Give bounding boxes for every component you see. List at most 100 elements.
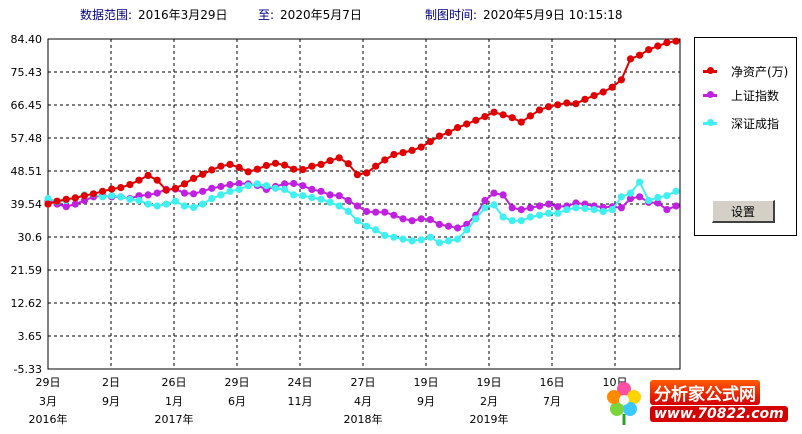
series-net-assets-point xyxy=(144,171,152,179)
x-tick-label-month: 4月 xyxy=(354,395,372,408)
series-net-assets-point xyxy=(535,106,544,114)
x-tick-label-day: 29日 xyxy=(36,376,61,389)
series-net-assets-point xyxy=(344,160,352,168)
watermark-title: 分析家公式网 xyxy=(650,380,760,405)
x-tick-label-year: 2018年 xyxy=(344,412,383,426)
y-tick-label: 75.43 xyxy=(11,66,43,79)
series-net-assets-point xyxy=(71,194,79,202)
series-net-assets-point xyxy=(44,200,52,208)
series-shenzhen-index-point xyxy=(290,191,298,199)
series-shenzhen-index-point xyxy=(135,196,143,205)
series-shenzhen-index-point xyxy=(335,202,343,210)
series-net-assets-point xyxy=(190,174,198,182)
series-net-assets-point xyxy=(117,184,125,192)
series-shanghai-index-point xyxy=(299,182,307,190)
series-shenzhen-index-point xyxy=(554,209,562,217)
x-tick-label-year: 2017年 xyxy=(155,412,194,426)
series-net-assets-point xyxy=(563,99,571,107)
series-net-assets-point xyxy=(253,165,261,173)
series-shanghai-index-point xyxy=(517,206,525,214)
series-shenzhen-index-point xyxy=(535,211,544,219)
series-net-assets-point xyxy=(244,168,252,176)
series-shenzhen-index-point xyxy=(144,200,152,208)
x-tick-label-month: 3月 xyxy=(39,395,57,408)
series-net-assets-point xyxy=(108,185,116,193)
x-tick-label-year: 2016年 xyxy=(29,412,68,426)
series-shenzhen-index-point xyxy=(590,206,598,214)
series-net-assets-point xyxy=(126,181,134,189)
series-shanghai-index-point xyxy=(153,189,161,197)
series-net-assets-point xyxy=(99,187,107,195)
series-shanghai-index-point xyxy=(499,191,507,199)
series-shenzhen-index-point xyxy=(463,226,471,234)
data-range-to-label: 至: xyxy=(258,8,275,22)
series-net-assets-point xyxy=(435,132,443,140)
series-shanghai-index-point xyxy=(417,215,425,223)
series-shanghai-index-point xyxy=(408,217,416,225)
series-net-assets-point xyxy=(80,192,88,200)
series-shanghai-index-point xyxy=(199,187,207,195)
series-shenzhen-index-point xyxy=(226,187,234,195)
series-net-assets-point xyxy=(645,46,653,54)
series-shanghai-index-point xyxy=(180,189,189,197)
series-shenzhen-index-point xyxy=(372,226,380,234)
series-shanghai-index-point xyxy=(208,184,216,192)
series-shanghai-index-point xyxy=(381,208,389,216)
series-net-assets-point xyxy=(299,166,307,174)
y-tick-label: 12.62 xyxy=(11,297,43,310)
series-shenzhen-index-point xyxy=(526,213,535,221)
data-range-end-value: 2020年5月7日 xyxy=(280,8,362,22)
series-shanghai-index-point xyxy=(372,208,380,216)
settings-button[interactable]: 设置 xyxy=(712,200,775,223)
series-shenzhen-index-point xyxy=(508,217,516,225)
series-shenzhen-index-point xyxy=(235,185,243,193)
series-shenzhen-index-point xyxy=(363,222,371,230)
series-shanghai-index-point xyxy=(426,216,434,224)
y-tick-label: 39.54 xyxy=(11,198,43,211)
series-net-assets-point xyxy=(353,171,361,179)
series-net-assets-point xyxy=(490,108,498,116)
series-shenzhen-index-point xyxy=(636,178,644,186)
series-shanghai-index-point xyxy=(545,200,553,208)
x-tick-label-month: 7月 xyxy=(543,395,561,408)
legend-label-shanghai-index: 上证指数 xyxy=(731,89,780,103)
x-tick-label-day: 19日 xyxy=(414,376,439,389)
x-tick-label-day: 29日 xyxy=(225,376,250,389)
series-shanghai-index-point xyxy=(663,206,671,214)
series-shenzhen-index-line xyxy=(47,180,677,244)
series-net-assets-point xyxy=(554,101,562,109)
series-shanghai-index-point xyxy=(554,203,562,211)
series-shanghai-index-point xyxy=(335,192,343,200)
series-net-assets-point xyxy=(208,166,216,174)
series-net-assets-point xyxy=(499,111,507,119)
data-range-label: 数据范围: xyxy=(80,8,133,22)
series-shenzhen-index-point xyxy=(326,198,334,206)
series-shenzhen-index-point xyxy=(608,206,616,214)
series-shenzhen-index-point xyxy=(253,180,261,188)
series-shenzhen-index-point xyxy=(353,217,361,225)
series-net-assets-point xyxy=(608,83,616,91)
data-range-start: 2016年3月29日 xyxy=(138,8,228,22)
series-shenzhen-index-point xyxy=(654,193,662,202)
series-net-assets-point xyxy=(663,39,671,47)
series-net-assets-point xyxy=(290,165,298,173)
series-shenzhen-index-point xyxy=(435,239,443,247)
series-shenzhen-index-point xyxy=(417,236,425,244)
series-shenzhen-index-point xyxy=(217,191,225,199)
y-tick-label: 84.40 xyxy=(11,33,43,46)
x-tick-label-month: 2月 xyxy=(480,395,498,408)
series-net-assets-point xyxy=(363,169,371,177)
series-shenzhen-index-point xyxy=(262,182,270,190)
series-shenzhen-index-point xyxy=(117,193,125,201)
series-shenzhen-index-point xyxy=(344,207,352,216)
series-shenzhen-index-point xyxy=(271,184,280,192)
series-net-assets-point xyxy=(53,197,61,205)
series-shenzhen-index-point xyxy=(517,217,525,225)
series-net-assets-point xyxy=(617,76,626,84)
series-shenzhen-index-point xyxy=(626,189,635,197)
legend-marker-net-assets xyxy=(707,67,714,74)
series-shenzhen-index-point xyxy=(126,195,134,203)
series-net-assets-point xyxy=(472,116,480,124)
y-tick-label: 66.45 xyxy=(11,99,43,112)
series-shenzhen-index-point xyxy=(563,206,571,214)
